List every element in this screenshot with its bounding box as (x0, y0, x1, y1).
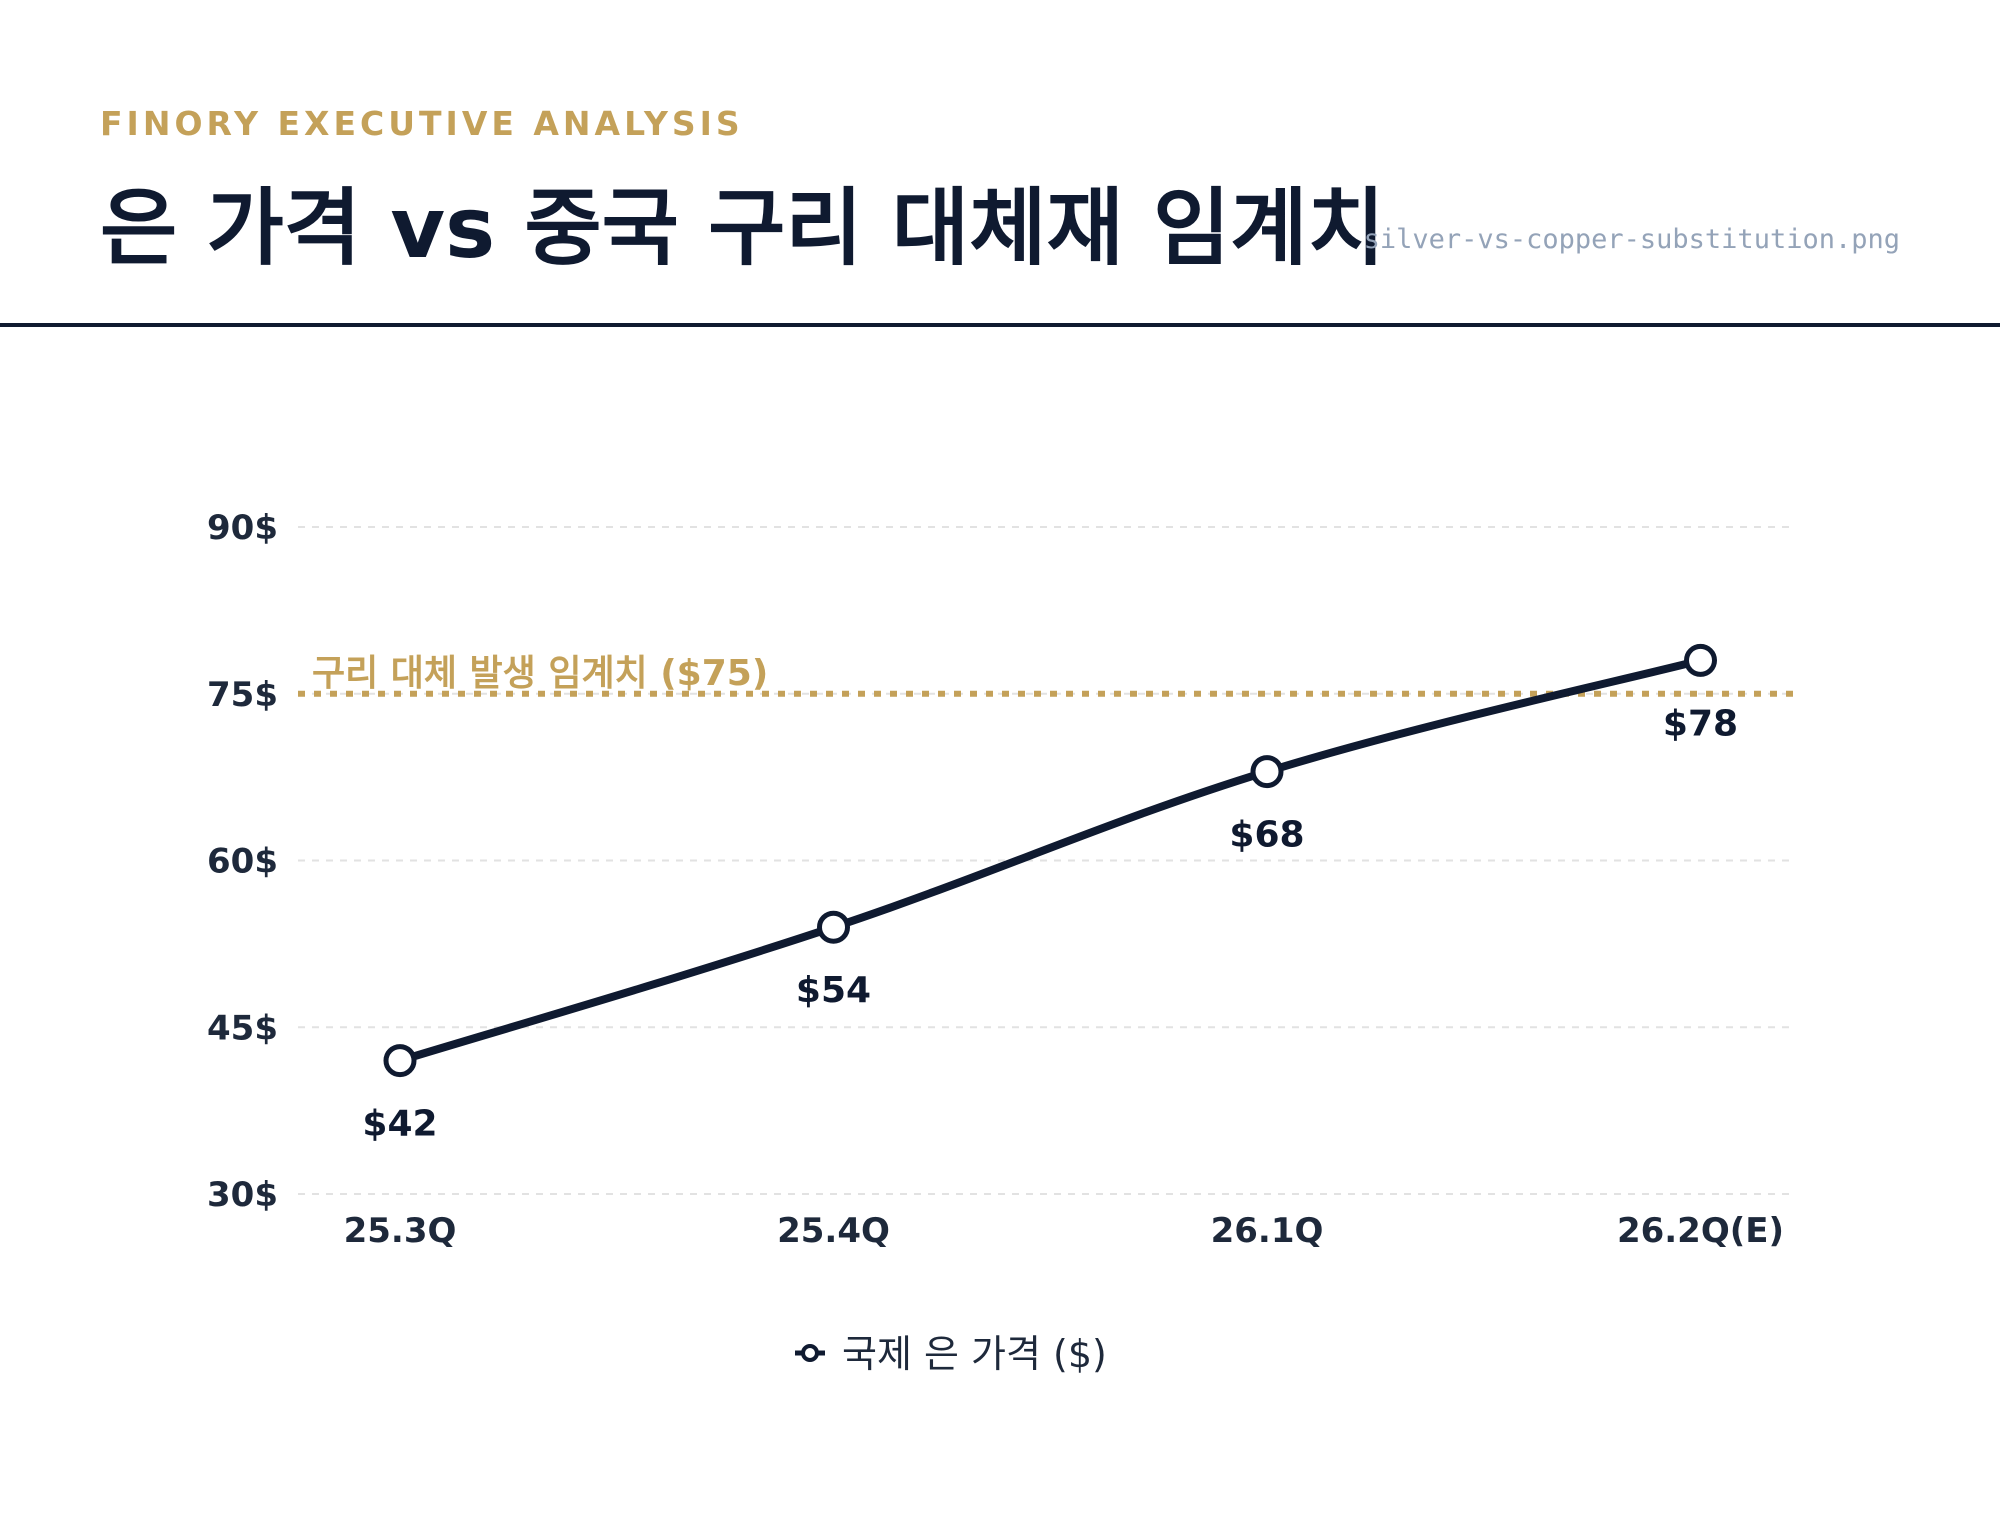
legend-marker-icon (801, 1344, 819, 1362)
y-tick-label: 90$ (207, 508, 278, 548)
y-tick-label: 30$ (207, 1175, 278, 1215)
header-divider (0, 323, 2000, 327)
data-point-marker (1250, 755, 1284, 789)
threshold-label: 구리 대체 발생 임계치 ($75) (312, 653, 768, 694)
x-tick-label: 25.3Q (344, 1211, 457, 1251)
legend: 국제 은 가격 ($) (795, 1332, 1107, 1376)
data-point-marker (1684, 643, 1717, 677)
x-tick-label: 25.4Q (777, 1211, 890, 1251)
x-axis-ticks: 25.3Q 25.4Q 26.1Q 26.2Q(E) (344, 1211, 1784, 1251)
y-axis-ticks: 30$ 45$ 60$ 75$ 90$ (207, 508, 278, 1215)
x-tick-label: 26.1Q (1211, 1211, 1324, 1251)
file-name: silver-vs-copper-substitution.png (1363, 224, 1900, 255)
data-label: $78 (1663, 703, 1738, 744)
page-title: 은 가격 vs 중국 구리 대체재 임계치 (100, 179, 1385, 277)
data-point-marker (817, 910, 850, 944)
series-line (396, 656, 1705, 1065)
data-point-marker (383, 1044, 417, 1078)
data-label: $42 (362, 1104, 437, 1145)
y-tick-label: 45$ (207, 1008, 278, 1048)
y-tick-label: 60$ (207, 842, 278, 882)
y-tick-label: 75$ (207, 675, 278, 715)
data-labels: $42 $54 $68 $78 (362, 703, 1738, 1144)
series (383, 643, 1717, 1078)
grid-lines (298, 526, 1795, 1195)
data-label: $68 (1229, 815, 1304, 856)
legend-label: 국제 은 가격 ($) (842, 1332, 1107, 1376)
report-kicker: FINORY EXECUTIVE ANALYSIS (100, 104, 744, 143)
threshold: 구리 대체 발생 임계치 ($75) (298, 653, 1795, 697)
data-label: $54 (796, 970, 871, 1011)
x-tick-label: 26.2Q(E) (1617, 1211, 1784, 1251)
